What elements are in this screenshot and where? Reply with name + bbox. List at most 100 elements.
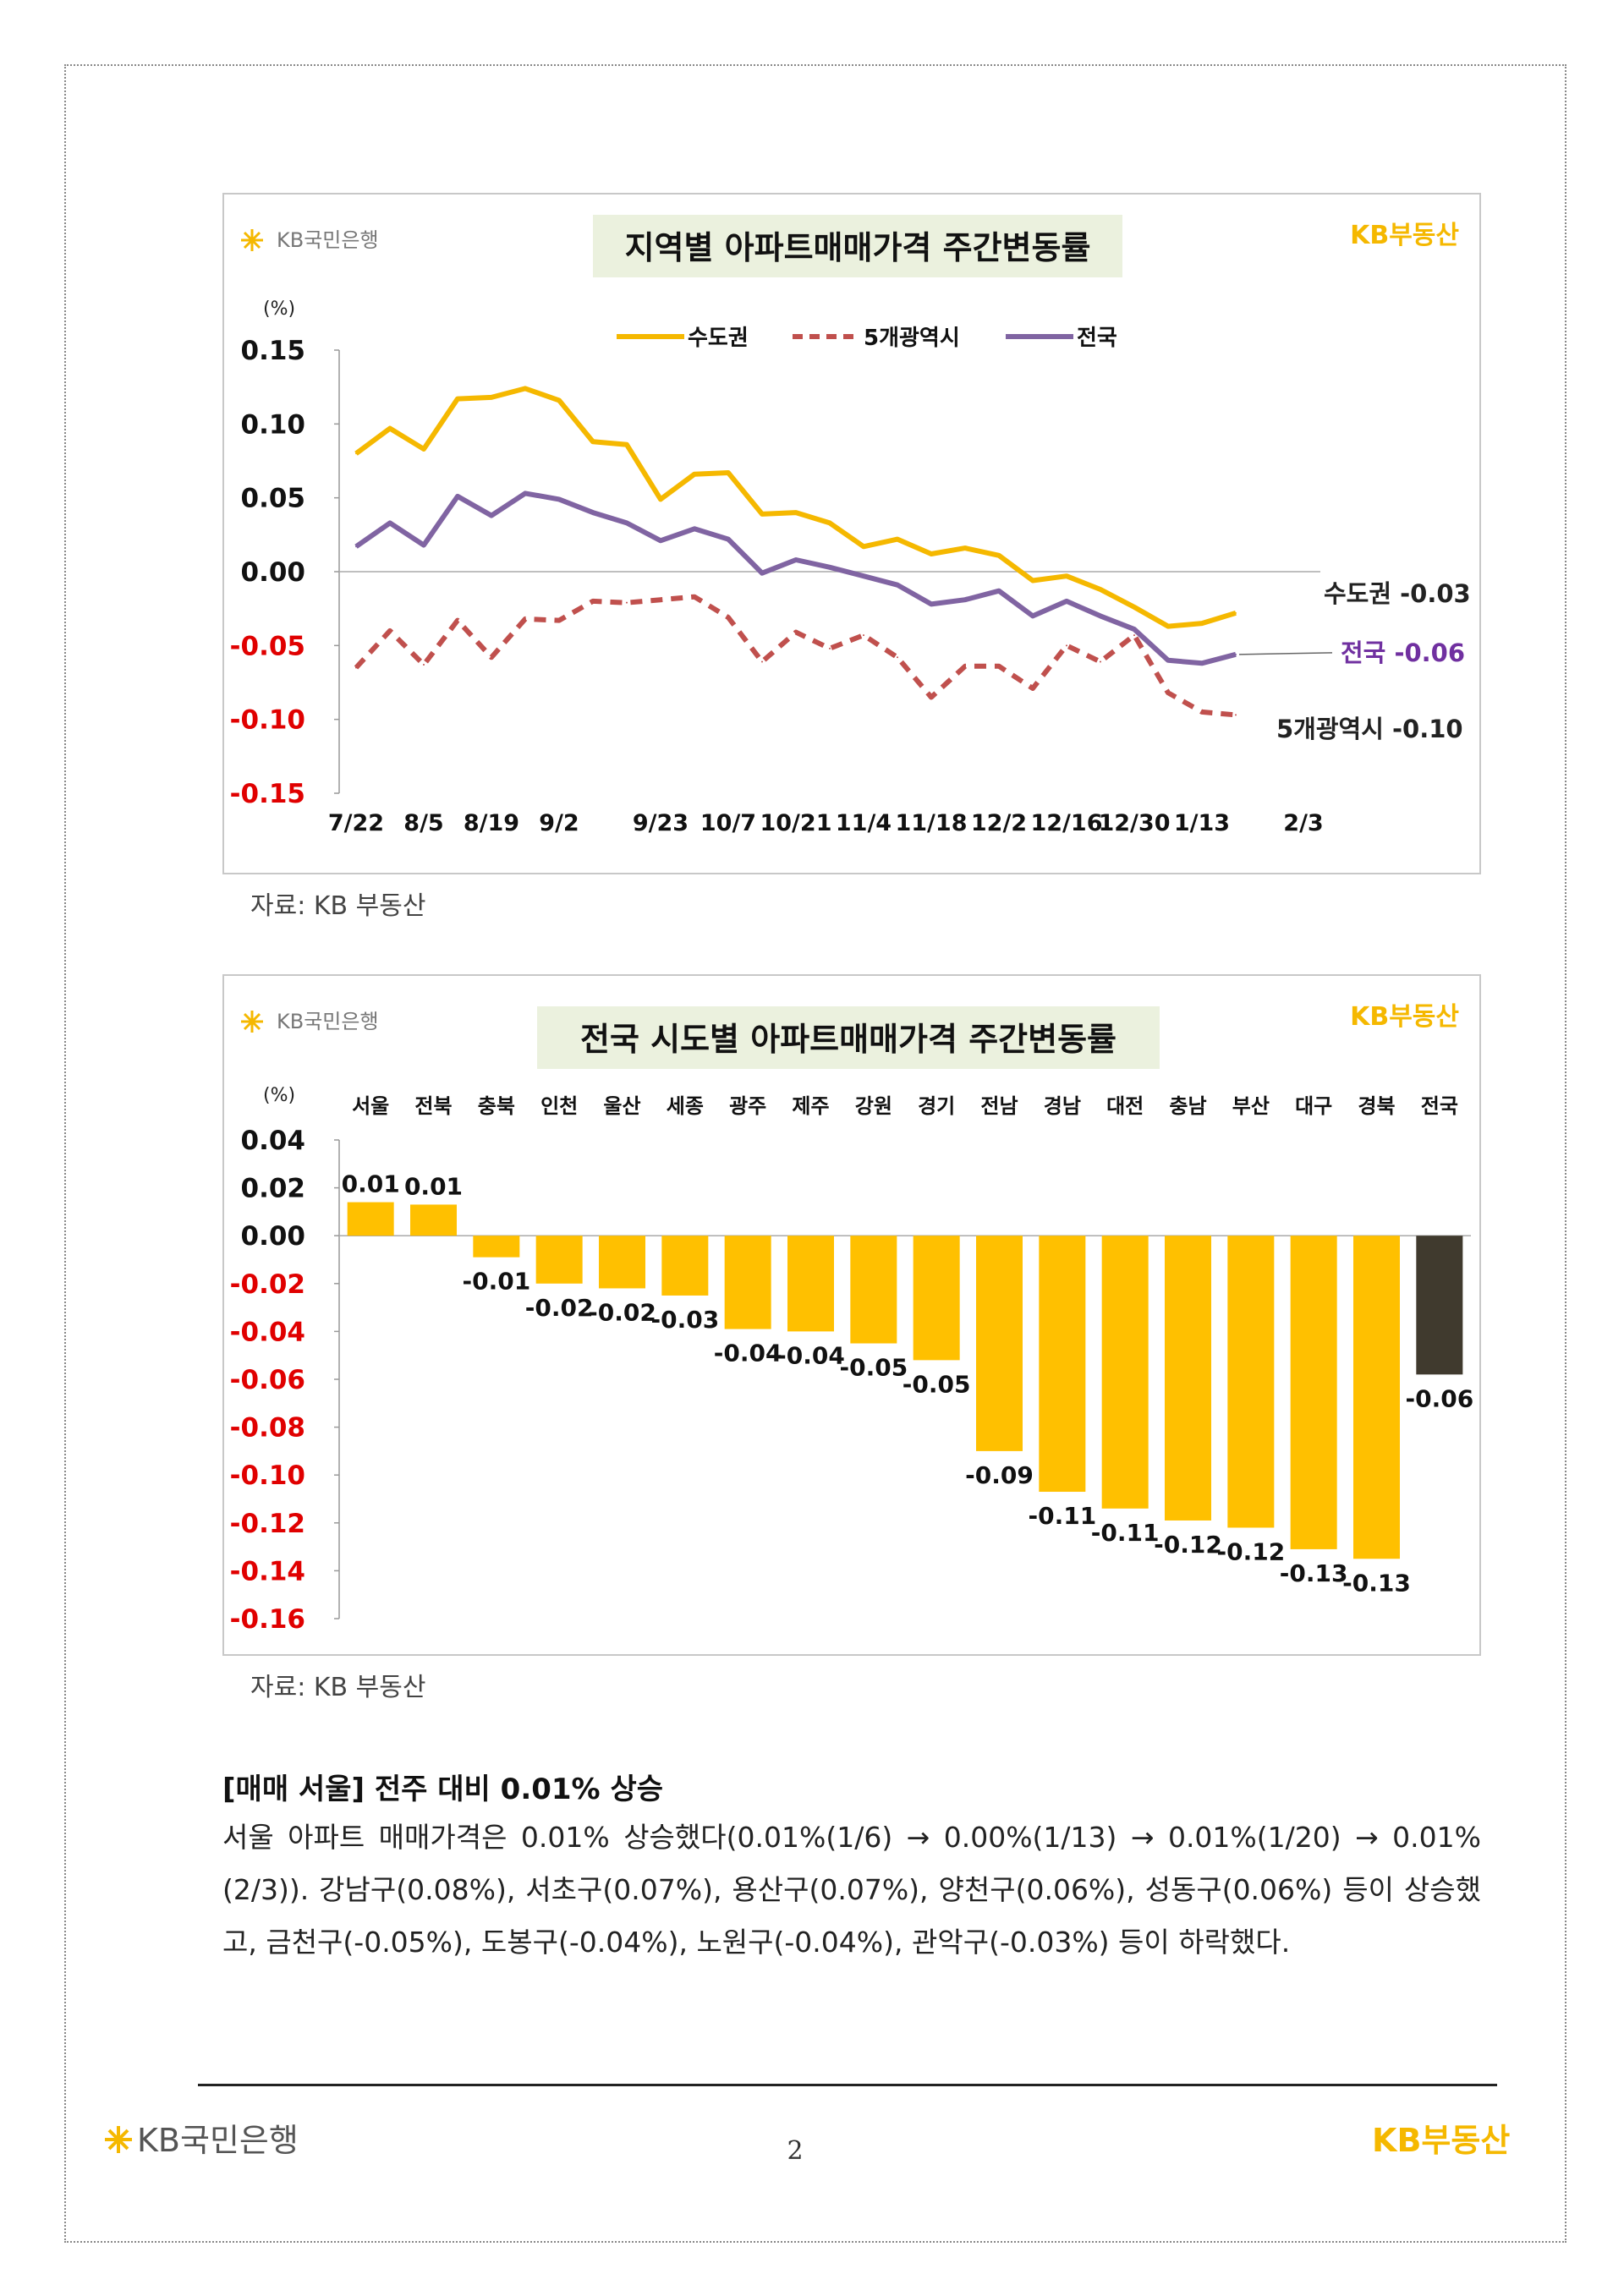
chart1-title: 지역별 아파트매매가격 주간변동률 [625, 229, 1091, 266]
chart1-x-tick-label: 9/2 [539, 810, 579, 836]
chart1-x-tick-label: 12/30 [1098, 810, 1170, 836]
chart1-data-point [592, 600, 594, 602]
chart1-data-point [897, 584, 898, 586]
article-title: [매매 서울] 전주 대비 0.01% 상승 [222, 1773, 664, 1806]
chart1-data-point [998, 589, 1000, 592]
chart2-y-tick-label: -0.04 [230, 1317, 305, 1347]
chart1-x-tick-label: 12/16 [1030, 810, 1102, 836]
chart1-data-point [1066, 575, 1067, 578]
chart1-data-point [998, 554, 1000, 556]
chart1-series-line [354, 386, 1237, 629]
chart1-data-point [761, 512, 763, 515]
kb-star-icon [241, 1011, 263, 1033]
chart2-category-label: 전남 [980, 1094, 1018, 1118]
chart2-category-label: 경북 [1358, 1094, 1395, 1118]
chart2-category-label: 경남 [1044, 1094, 1081, 1118]
chart1-data-point [389, 629, 391, 632]
chart1-data-point [1032, 579, 1034, 582]
footer-bank-name: KB국민은행 [137, 2122, 299, 2159]
page-number: 2 [787, 2136, 804, 2166]
chart1-y-tick-label: -0.10 [230, 705, 305, 736]
chart1-data-point [355, 666, 357, 669]
chart2-y-tick-label: 0.04 [241, 1126, 306, 1156]
chart1-x-tick-label: 12/2 [971, 810, 1027, 836]
chart2-category-label: 인천 [540, 1094, 578, 1118]
chart1-data-point [795, 631, 797, 633]
chart1-data-point [1201, 710, 1203, 713]
chart1-x-tick-label: 1/13 [1174, 810, 1230, 836]
realty-logo-text: KB부동산 [1350, 221, 1459, 250]
chart1-data-point [423, 448, 425, 451]
chart2-bar [1101, 1236, 1149, 1509]
chart1-legend-label: 전국 [1077, 326, 1117, 351]
chart2-category-label: 대구 [1295, 1094, 1332, 1118]
chart2-bar [724, 1236, 771, 1329]
chart1-series-line [354, 490, 1237, 666]
chart2-bar-value-label: -0.03 [650, 1306, 719, 1334]
chart1-data-point [491, 656, 492, 659]
line-chart-panel: KB국민은행 KB부동산 지역별 아파트매매가격 주간변동률 (%) 0.15 0.10 0… [222, 193, 1481, 874]
chart1-data-point [1066, 644, 1067, 647]
chart1-data-point [660, 599, 661, 601]
chart2-bar [535, 1236, 583, 1284]
chart1-y-tick-label: -0.05 [230, 631, 305, 661]
chart1-data-point [491, 396, 492, 398]
chart1-x-tick-label: 2/3 [1283, 810, 1323, 836]
chart1-data-point [795, 559, 797, 562]
chart1-data-point [592, 512, 594, 514]
chart2-y-tick-label: -0.02 [230, 1269, 305, 1300]
chart2-category-label: 충남 [1169, 1094, 1206, 1118]
chart1-end-leader [1238, 652, 1333, 655]
kb-star-icon [241, 229, 263, 251]
chart2-y-unit: (%) [263, 1085, 295, 1106]
chart1-x-tick-label: 7/22 [328, 810, 384, 836]
chart2-y-tick-label: -0.08 [230, 1413, 305, 1444]
chart2-bar [473, 1236, 520, 1258]
chart2-bar [850, 1236, 897, 1344]
chart2-bar-value-label: -0.04 [776, 1341, 845, 1369]
chart1-x-tick-label: 11/18 [895, 810, 967, 836]
chart1-y-tick-label: 0.15 [241, 336, 306, 366]
chart2-y-tick-label: -0.06 [230, 1365, 305, 1395]
chart2-category-label: 전국 [1421, 1094, 1458, 1118]
chart1-data-point [727, 616, 729, 619]
bank-logo-text: KB국민은행 [277, 1010, 379, 1033]
chart1-data-point [423, 664, 425, 666]
chart2-category-label: 대전 [1106, 1094, 1144, 1118]
footer-divider [198, 2084, 1497, 2086]
chart2-category-label: 전북 [414, 1094, 452, 1118]
chart2-bar-value-label: -0.11 [1028, 1502, 1096, 1530]
chart1-y-unit: (%) [263, 299, 295, 320]
chart1-data-point [1167, 692, 1169, 694]
chart2-y-tick-label: -0.12 [230, 1509, 305, 1539]
chart1-data-point [1100, 615, 1101, 617]
chart1-data-point [423, 544, 425, 546]
chart1-x-tick-label: 9/23 [633, 810, 689, 836]
chart1-x-tick-label: 10/21 [760, 810, 831, 836]
chart2-bar [409, 1204, 458, 1236]
chart2-category-label: 세종 [667, 1094, 704, 1118]
chart2-bar [598, 1236, 646, 1289]
bank-logo-text: KB국민은행 [277, 228, 379, 252]
chart1-data-point [660, 498, 661, 501]
chart1-data-point [694, 473, 695, 475]
chart1-data-point [558, 619, 560, 622]
chart2-bar-value-label: -0.12 [1154, 1531, 1222, 1559]
chart1-data-point [829, 566, 831, 568]
kb-star-stroke [243, 1012, 261, 1031]
chart2-bar [347, 1202, 394, 1236]
chart2-bar-value-label: -0.11 [1091, 1519, 1160, 1547]
chart1-data-point [355, 545, 357, 548]
chart1-data-point [491, 514, 492, 517]
chart1-data-point [457, 397, 458, 400]
chart1-data-point [1133, 628, 1135, 631]
kb-star-stroke [243, 231, 261, 249]
chart1-end-label: 수도권 -0.03 [1324, 579, 1471, 608]
chart1-data-point [1167, 659, 1169, 661]
chart2-bar-value-label: -0.05 [839, 1354, 908, 1382]
chart1-data-point [964, 599, 966, 601]
chart1-y-tick-label: 0.10 [241, 409, 306, 440]
chart1-data-point [592, 441, 594, 443]
chart2-bar-value-label: -0.09 [965, 1461, 1034, 1489]
